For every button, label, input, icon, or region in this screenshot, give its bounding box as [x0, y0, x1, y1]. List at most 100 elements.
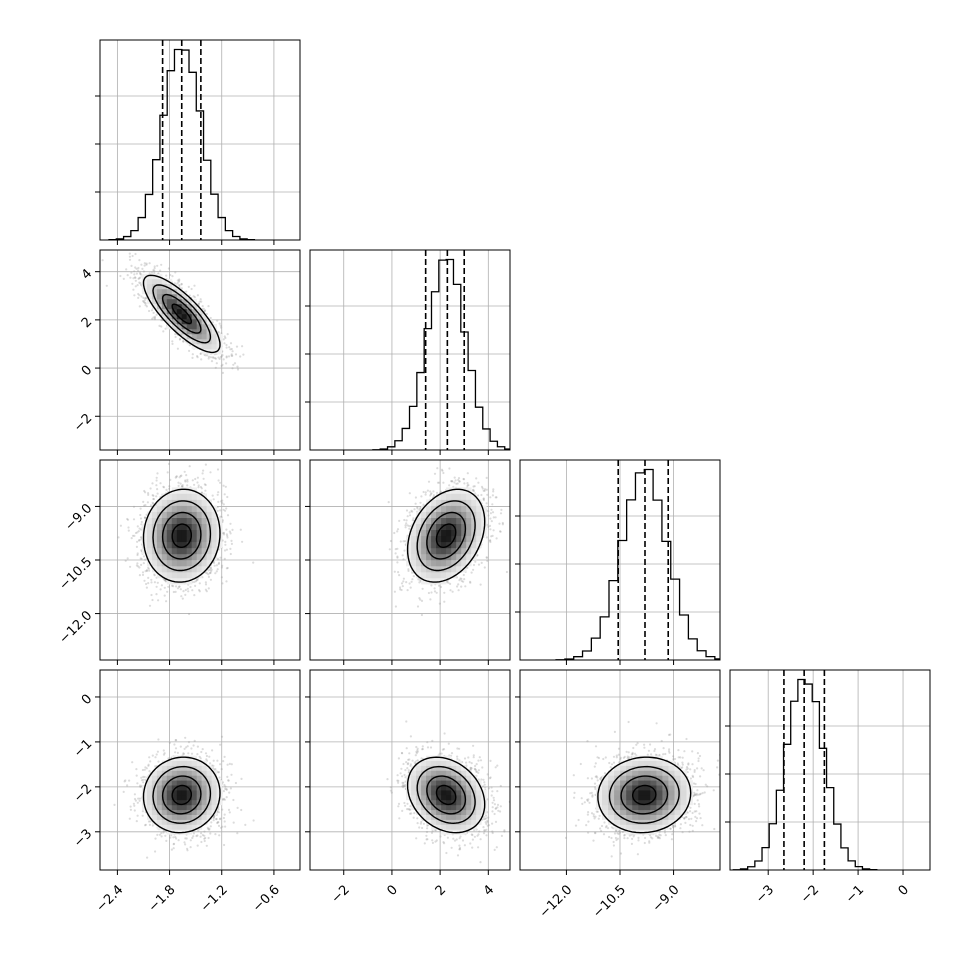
- density-cell: [171, 318, 178, 325]
- scatter-point: [153, 265, 156, 268]
- scatter-point: [174, 476, 177, 479]
- scatter-point: [217, 356, 220, 359]
- scatter-point: [177, 280, 180, 283]
- scatter-point: [442, 481, 445, 484]
- scatter-point: [145, 305, 148, 308]
- scatter-point: [145, 262, 148, 265]
- scatter-point: [133, 294, 136, 297]
- contour-line: [142, 488, 221, 583]
- scatter-point: [153, 573, 156, 576]
- scatter-point: [144, 297, 147, 300]
- density-cell: [196, 308, 203, 315]
- scatter-point: [144, 504, 147, 507]
- scatter-point: [144, 558, 147, 561]
- scatter-point: [144, 297, 148, 300]
- density-cell: [156, 559, 163, 567]
- scatter-point: [175, 475, 178, 478]
- scatter-point: [221, 371, 224, 374]
- density-cell: [156, 499, 163, 506]
- scatter-point: [203, 309, 206, 313]
- density-cell: [156, 553, 163, 561]
- scatter-point: [165, 274, 168, 277]
- scatter-point: [132, 277, 135, 280]
- scatter-point: [137, 565, 140, 568]
- scatter-point: [172, 585, 175, 588]
- scatter-point: [188, 349, 191, 352]
- density-cell: [166, 505, 173, 512]
- scatter-point: [171, 584, 174, 587]
- panel-2-0: −12.0−10.5−9.0: [57, 459, 301, 665]
- density-cell: [166, 283, 173, 290]
- density-cell: [191, 547, 198, 555]
- scatter-point: [196, 356, 199, 359]
- density-cell: [201, 559, 207, 567]
- scatter-point: [136, 540, 139, 543]
- density-cell: [191, 523, 198, 530]
- scatter-point: [128, 255, 131, 258]
- scatter-point: [222, 358, 225, 361]
- density-cell: [161, 511, 168, 518]
- density-cell: [206, 318, 212, 325]
- scatter-point: [178, 476, 181, 479]
- scatter-point: [140, 557, 143, 560]
- scatter-point: [209, 316, 212, 320]
- scatter-point: [137, 277, 140, 280]
- density-cell: [146, 541, 153, 549]
- density-cell: [156, 308, 163, 315]
- density-cell: [161, 303, 168, 310]
- scatter-point: [489, 512, 492, 515]
- scatter-point: [147, 492, 150, 495]
- scatter-point: [155, 313, 158, 316]
- scatter-point: [223, 549, 227, 552]
- density-cell: [186, 308, 193, 315]
- scatter-point: [225, 355, 228, 358]
- density-cell: [181, 529, 188, 537]
- density-cell: [181, 535, 188, 543]
- density-cell: [186, 541, 193, 549]
- scatter-point: [140, 520, 143, 524]
- scatter-point: [137, 292, 140, 296]
- density-cell: [201, 348, 207, 355]
- scatter-point: [191, 479, 194, 482]
- scatter-point: [215, 362, 218, 365]
- scatter-point: [459, 577, 462, 580]
- density-cell: [186, 571, 193, 579]
- scatter-point: [207, 575, 210, 579]
- density-cell: [176, 505, 183, 512]
- scatter-point: [160, 319, 163, 322]
- scatter-point: [152, 316, 155, 319]
- density-cell: [146, 273, 153, 280]
- density-cell: [196, 505, 203, 512]
- density-cell: [161, 298, 168, 305]
- scatter-point: [229, 348, 232, 351]
- scatter-point: [198, 300, 201, 303]
- density-cell: [201, 313, 207, 320]
- scatter-point: [140, 538, 143, 541]
- density-cell: [171, 313, 178, 320]
- scatter-point: [221, 519, 224, 522]
- density-cell: [186, 338, 193, 345]
- scatter-point: [138, 527, 141, 530]
- scatter-point: [138, 539, 141, 542]
- scatter-point: [168, 485, 171, 488]
- scatter-point: [233, 362, 237, 365]
- density-cell: [206, 343, 212, 350]
- scatter-point: [142, 270, 145, 273]
- scatter-point: [164, 579, 167, 582]
- scatter-point: [153, 574, 156, 577]
- density-cell: [161, 313, 168, 320]
- scatter-point: [219, 324, 222, 327]
- scatter-point: [117, 536, 120, 539]
- scatter-point: [145, 586, 148, 589]
- scatter-point: [131, 282, 134, 285]
- density-cell: [166, 553, 173, 561]
- scatter-point: [155, 484, 158, 487]
- density-cell: [186, 517, 193, 524]
- density-cell: [151, 529, 158, 537]
- scatter-point: [139, 517, 143, 520]
- scatter-point: [221, 501, 224, 505]
- scatter-point: [194, 477, 197, 481]
- scatter-point: [205, 590, 208, 593]
- scatter-point: [142, 300, 145, 303]
- scatter-point: [160, 325, 163, 328]
